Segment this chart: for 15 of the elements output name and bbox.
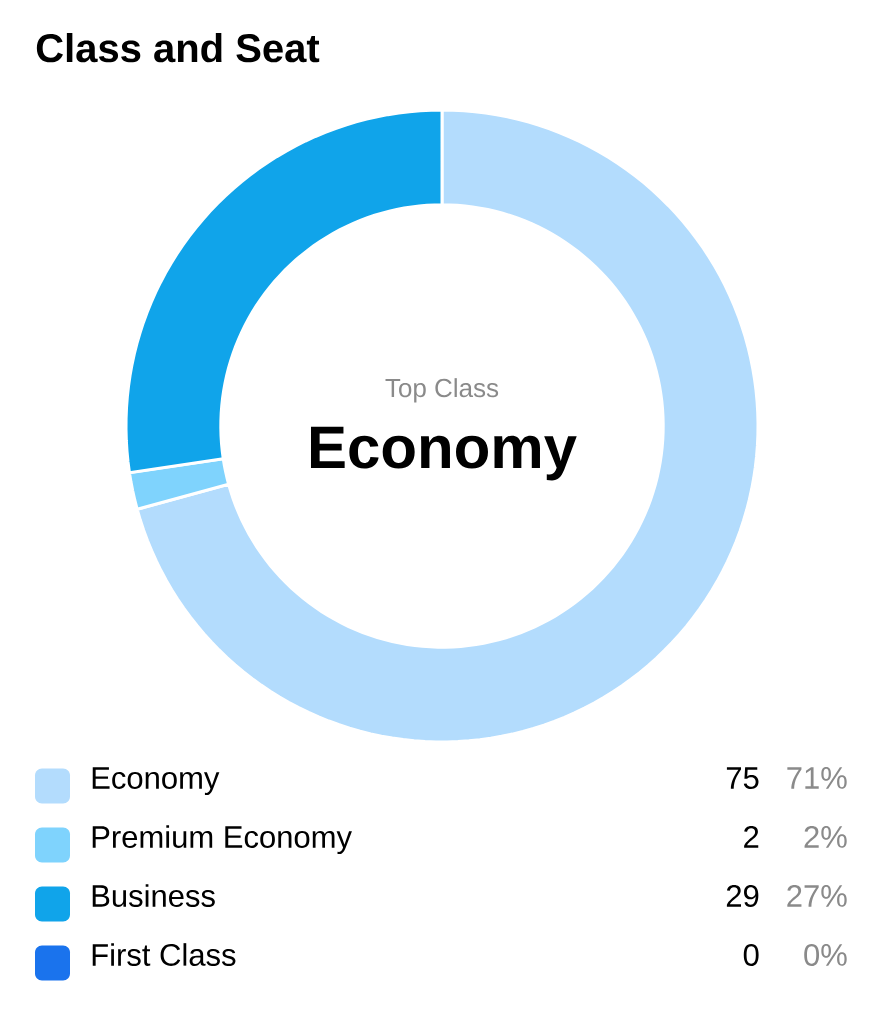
data-label: 2 xyxy=(744,826,759,848)
legend-label: Business xyxy=(92,884,215,907)
legend-label: Premium Economy xyxy=(92,825,352,855)
text: 71% xyxy=(787,767,847,789)
data-label: 75 xyxy=(726,767,759,789)
text: Top Class xyxy=(385,378,499,403)
legend-label: Economy xyxy=(92,767,220,796)
chart-title: Class and Seat xyxy=(36,33,320,63)
text: 0 xyxy=(743,944,759,966)
text: Economy xyxy=(310,426,577,481)
text: 2% xyxy=(804,826,847,848)
data-label: 29 xyxy=(726,885,759,907)
legend-label: First Class xyxy=(92,943,236,966)
text: 27% xyxy=(787,885,847,907)
text: 0% xyxy=(804,944,847,966)
